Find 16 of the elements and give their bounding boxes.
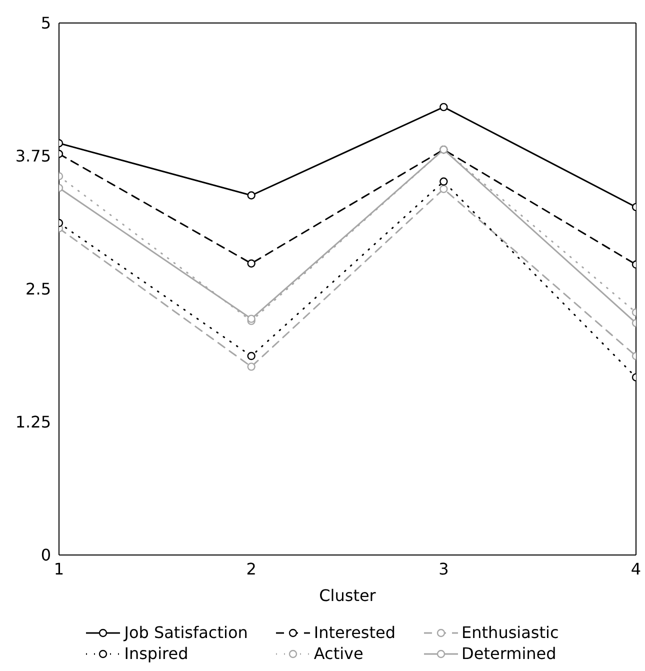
legend-label: Determined	[462, 644, 556, 663]
y-tick-label: 3.75	[15, 146, 51, 166]
y-tick-label: 5	[40, 14, 51, 33]
legend-label: Enthusiastic	[462, 623, 559, 642]
legend-label: Interested	[314, 623, 396, 642]
legend-label: Inspired	[124, 644, 188, 663]
x-axis-title: Cluster	[319, 586, 376, 605]
legend-label: Active	[314, 644, 364, 663]
x-tick-label: 3	[438, 559, 449, 578]
y-tick-label: 0	[40, 546, 51, 565]
y-tick-label: 2.5	[26, 280, 51, 299]
x-tick-label: 2	[246, 559, 256, 578]
legend-label: Job Satisfaction	[124, 623, 248, 642]
x-tick-label: 1	[54, 559, 64, 578]
x-tick-label: 4	[630, 559, 642, 578]
y-tick-label: 1.25	[15, 412, 51, 432]
